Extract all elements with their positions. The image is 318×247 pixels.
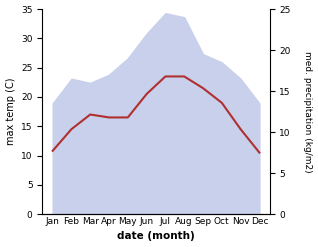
Y-axis label: med. precipitation (kg/m2): med. precipitation (kg/m2) xyxy=(303,51,313,172)
X-axis label: date (month): date (month) xyxy=(117,231,195,242)
Y-axis label: max temp (C): max temp (C) xyxy=(5,78,16,145)
